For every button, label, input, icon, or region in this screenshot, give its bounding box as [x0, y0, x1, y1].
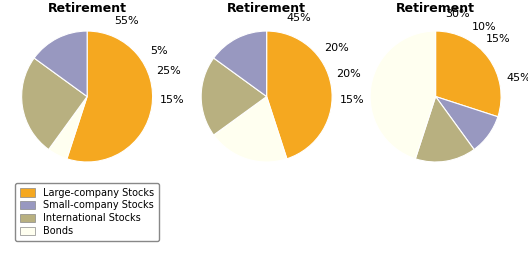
Title: One Year Before
Retirement: One Year Before Retirement — [379, 0, 493, 15]
Text: 20%: 20% — [336, 70, 361, 80]
Wedge shape — [49, 97, 87, 159]
Text: 5%: 5% — [150, 46, 168, 56]
Text: 10%: 10% — [472, 22, 497, 32]
Wedge shape — [214, 31, 267, 97]
Text: 15%: 15% — [340, 95, 364, 105]
Title: 10 Years Before
Retirement: 10 Years Before Retirement — [211, 0, 322, 15]
Wedge shape — [436, 31, 501, 117]
Wedge shape — [214, 97, 287, 162]
Title: 20 Years Before
Retirement: 20 Years Before Retirement — [32, 0, 143, 15]
Wedge shape — [22, 58, 87, 150]
Text: 20%: 20% — [324, 43, 348, 53]
Text: 15%: 15% — [486, 34, 511, 44]
Wedge shape — [201, 58, 267, 135]
Text: 30%: 30% — [445, 9, 470, 19]
Legend: Large-company Stocks, Small-company Stocks, International Stocks, Bonds: Large-company Stocks, Small-company Stoc… — [15, 183, 158, 241]
Wedge shape — [267, 31, 332, 159]
Wedge shape — [34, 31, 87, 97]
Wedge shape — [67, 31, 153, 162]
Text: 15%: 15% — [160, 95, 184, 105]
Wedge shape — [416, 97, 474, 162]
Wedge shape — [370, 31, 436, 159]
Text: 25%: 25% — [156, 66, 181, 76]
Wedge shape — [436, 97, 498, 150]
Text: 55%: 55% — [114, 16, 139, 26]
Text: 45%: 45% — [287, 13, 312, 23]
Text: 45%: 45% — [506, 73, 528, 83]
